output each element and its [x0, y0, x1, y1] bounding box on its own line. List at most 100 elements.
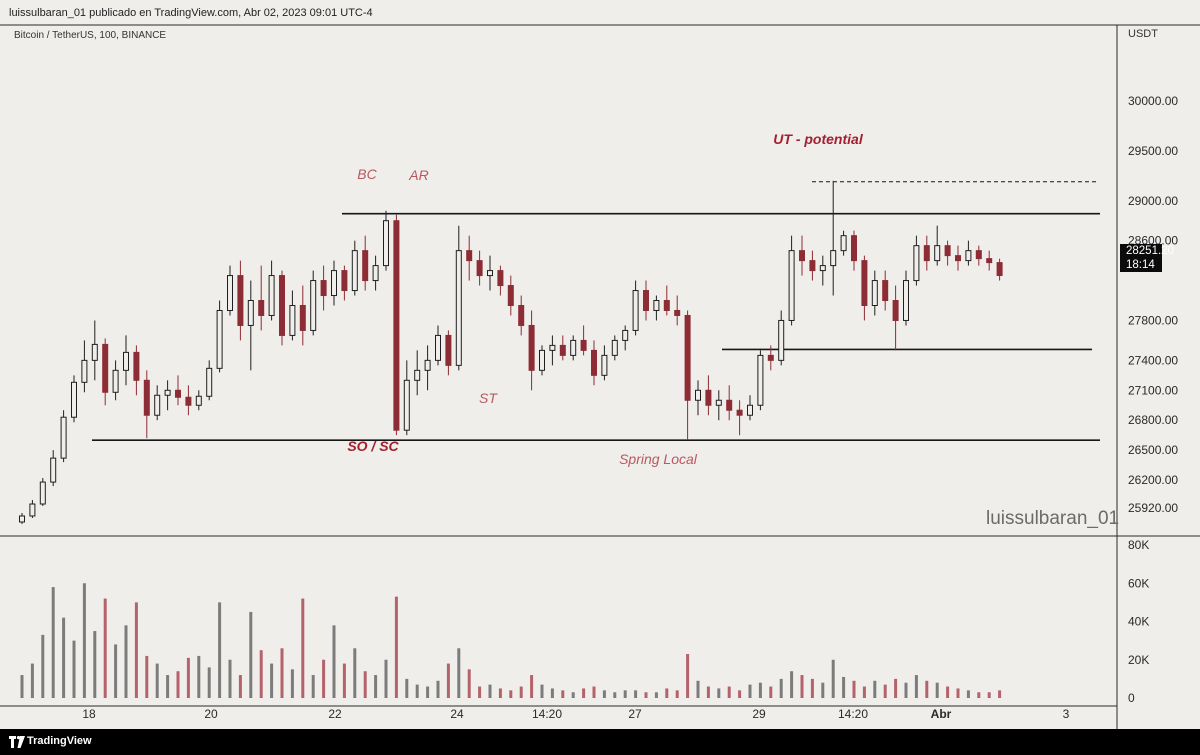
- candle: [570, 335, 577, 361]
- candle: [934, 225, 941, 266]
- volume-bar: [873, 680, 877, 698]
- candle-body: [424, 359, 431, 371]
- candle: [518, 295, 525, 336]
- candle: [60, 410, 67, 463]
- volume-bar: [249, 611, 253, 698]
- volume-bar: [509, 690, 513, 698]
- candle-body: [871, 280, 878, 306]
- candle-body: [372, 265, 379, 282]
- candle-body: [840, 235, 847, 252]
- price-tick-label: 27100.00: [1128, 383, 1178, 397]
- volume-bar: [145, 655, 149, 698]
- volume-bar: [519, 686, 523, 698]
- time-tick-label: 18: [82, 707, 96, 721]
- candle: [403, 360, 410, 436]
- candle: [227, 265, 233, 316]
- candle: [903, 270, 909, 326]
- candle: [310, 270, 317, 336]
- volume-bar: [686, 654, 690, 698]
- volume-bar: [706, 686, 710, 698]
- time-tick-label: 22: [328, 707, 342, 721]
- volume-bar: [717, 688, 721, 698]
- price-tick-label: 26500.00: [1128, 443, 1178, 457]
- candle: [674, 295, 681, 326]
- candle: [996, 258, 1003, 281]
- volume-bar: [446, 663, 450, 698]
- candle-body: [237, 275, 244, 326]
- volume-bar: [155, 663, 159, 698]
- candle-body: [227, 275, 233, 311]
- candle: [923, 235, 930, 271]
- candle-body: [830, 250, 837, 267]
- currency-label: USDT: [1128, 28, 1158, 40]
- candle-body: [570, 339, 577, 356]
- candle: [466, 235, 473, 281]
- candle-body: [476, 260, 483, 277]
- candle-body: [861, 260, 868, 306]
- candle-body: [559, 344, 566, 356]
- volume-tick-label: 60K: [1128, 576, 1149, 590]
- candle: [757, 350, 764, 411]
- volume-bar: [925, 680, 929, 698]
- candle: [882, 270, 889, 311]
- volume-bar: [259, 650, 263, 698]
- candle-body: [331, 270, 337, 297]
- volume-bar: [384, 659, 388, 698]
- candle: [414, 350, 421, 396]
- candle-body: [767, 354, 774, 361]
- candle-body: [466, 250, 473, 262]
- candle-body: [268, 275, 275, 316]
- volume-bar: [103, 598, 107, 698]
- volume-bar: [831, 659, 835, 698]
- candle-body: [507, 285, 514, 306]
- candle-body: [50, 457, 57, 483]
- candle: [206, 360, 213, 401]
- candle-body: [528, 324, 535, 371]
- candle: [175, 375, 181, 406]
- candle-body: [653, 300, 660, 311]
- candle: [684, 310, 691, 441]
- candle-body: [143, 379, 150, 416]
- candle: [632, 280, 639, 336]
- annotation-label: AR: [408, 167, 428, 183]
- candle-body: [497, 270, 504, 287]
- volume-bar: [394, 596, 398, 698]
- volume-bar: [623, 690, 627, 698]
- candle: [851, 230, 857, 271]
- volume-bar: [467, 669, 471, 698]
- volume-bar: [488, 684, 492, 698]
- time-tick-label: 14:20: [838, 707, 868, 721]
- candle: [944, 240, 951, 266]
- candle-body: [435, 334, 441, 361]
- candle-body: [320, 280, 327, 297]
- time-tick-label: 24: [450, 707, 464, 721]
- candle: [726, 385, 733, 421]
- chart-ticks: 30000.0029500.0029000.0028600.0027800.00…: [82, 94, 1178, 721]
- candle: [965, 240, 972, 266]
- candle-body: [944, 245, 951, 257]
- chart-separators: [0, 24, 1200, 729]
- candle: [611, 335, 618, 361]
- candle-body: [622, 329, 629, 341]
- volume-bar: [114, 644, 118, 698]
- volume-bar: [186, 657, 190, 698]
- candle-body: [663, 300, 670, 311]
- candle-body: [955, 255, 961, 262]
- annotation-label: UT - potential: [773, 131, 864, 147]
- volume-bar: [498, 688, 502, 698]
- candle: [861, 255, 868, 321]
- candle: [715, 390, 722, 421]
- candle: [164, 380, 171, 411]
- candle: [268, 260, 275, 321]
- volume-bar: [436, 680, 440, 698]
- candle-body: [81, 359, 88, 383]
- volume-bar: [779, 678, 783, 698]
- volume-bar: [415, 684, 419, 698]
- candle: [102, 338, 109, 406]
- candle-body: [91, 343, 98, 361]
- candle-body: [965, 250, 972, 262]
- volume-bar: [758, 682, 762, 698]
- annotation-label: BC: [357, 166, 377, 182]
- candle-body: [445, 334, 452, 366]
